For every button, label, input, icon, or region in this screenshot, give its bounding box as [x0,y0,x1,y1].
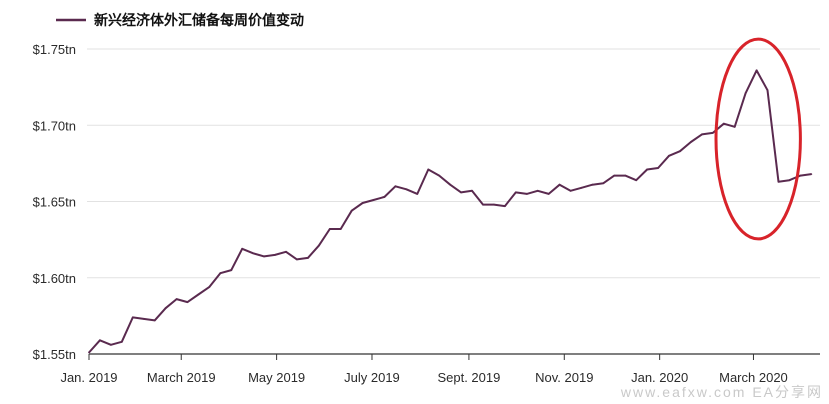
data-point [164,307,167,310]
x-axis-ticks: Jan. 2019 March 2019 May 2019 July 2019 Sept… [60,370,787,385]
x-tick-label: Nov. 2019 [535,370,593,385]
data-point [339,228,342,230]
data-point [460,191,462,194]
data-point [657,167,659,169]
data-point [536,189,539,192]
data-point [372,199,375,201]
data-point [361,202,364,204]
data-point [602,182,605,185]
data-point [219,272,222,275]
x-tick-label: Jan. 2019 [60,370,117,385]
data-point [613,174,616,177]
data-point [744,92,747,95]
data-point [328,228,331,230]
data-point [252,252,255,255]
data-point [208,286,211,288]
y-tick-label: $1.65tn [33,195,76,210]
data-point [405,188,408,191]
data-point [668,154,670,157]
data-point [296,258,298,261]
data-point [525,193,528,195]
data-point [230,269,233,271]
gridlines [87,48,820,279]
y-tick-label: $1.75tn [33,42,76,57]
data-point [449,183,452,186]
data-point [197,293,200,296]
data-point [690,141,692,143]
data-point [733,125,736,128]
data-point [394,185,397,188]
data-point [350,209,353,212]
data-point [777,180,780,183]
data-point [471,189,473,192]
data-point [569,189,572,192]
data-point [580,186,583,189]
x-tick-label: Jan. 2020 [631,370,688,385]
data-point [810,173,813,176]
data-point [274,254,276,256]
data-point [558,183,561,186]
data-point [438,174,441,177]
data-point [547,193,550,195]
data-point [701,133,703,136]
data-point [766,89,769,92]
data-point [186,301,189,303]
data-point [646,168,648,171]
data-point [504,205,506,208]
data-point [175,298,178,300]
watermark: www.eafxw.com EA分享网 [620,384,823,400]
data-point [285,250,287,253]
data-point [131,316,134,319]
x-tick-label: May 2019 [248,370,305,385]
y-tick-label: $1.70tn [33,118,76,133]
data-point [383,196,386,198]
data-point [88,351,90,354]
data-point [624,174,627,177]
data-point [142,318,145,320]
data-point [755,69,758,72]
data-point [317,244,320,247]
x-tick-label: March 2019 [147,370,216,385]
data-point [427,168,430,171]
y-tick-label: $1.55tn [33,347,76,362]
x-tick-label: July 2019 [344,370,400,385]
data-point [307,257,309,259]
data-point [153,319,156,322]
series-layer [88,69,813,354]
series-line [88,69,812,354]
x-tick-label: Sept. 2019 [437,370,500,385]
highlight-ellipse [714,37,802,241]
data-point [679,150,681,153]
data-point [263,255,265,258]
y-axis-ticks: $1.75tn $1.70tn $1.65tn $1.60tn $1.55tn [33,42,76,362]
data-point [482,203,484,206]
data-point [799,174,802,177]
legend-label: 新兴经济体外汇储备每周价值变动 [94,12,304,29]
x-axis [88,353,820,360]
data-point [635,179,638,182]
annotation-layer [714,37,802,241]
data-point [711,132,714,134]
data-point [514,191,517,194]
data-point [241,247,244,250]
data-point [591,183,594,186]
legend: 新兴经济体外汇储备每周价值变动 [56,12,304,29]
data-point [110,343,112,346]
data-point [493,203,495,206]
data-point [416,193,419,195]
data-point [99,339,101,342]
data-point [722,122,725,125]
y-tick-label: $1.60tn [33,271,76,286]
x-tick-label: March 2020 [719,370,788,385]
data-point [120,340,123,343]
data-point [788,179,791,182]
